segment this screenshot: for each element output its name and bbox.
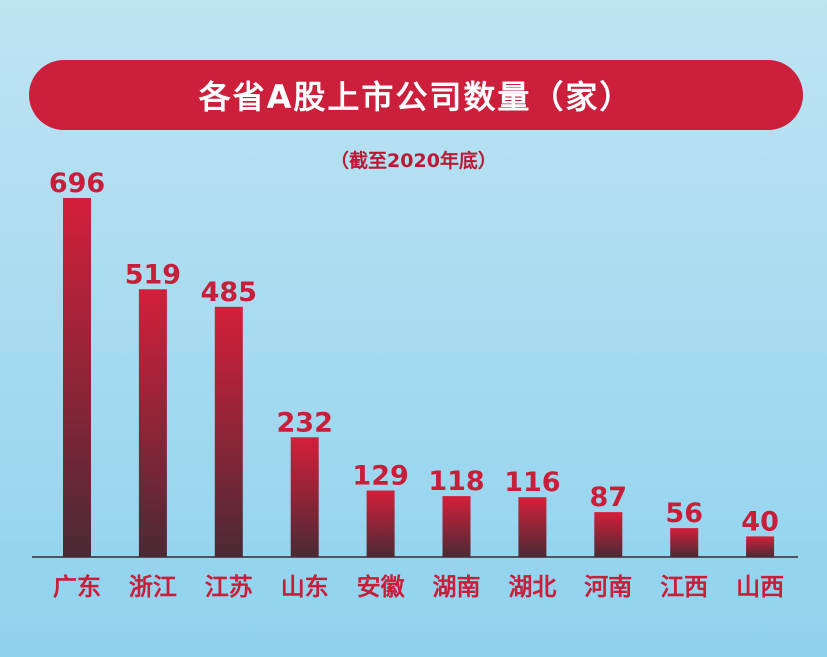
value-label-9: 40 xyxy=(741,506,779,537)
value-label-3: 232 xyxy=(277,407,333,438)
bar-7 xyxy=(594,512,623,557)
category-label-5: 湖南 xyxy=(433,573,481,601)
value-label-5: 118 xyxy=(428,466,484,497)
value-label-2: 485 xyxy=(201,277,257,308)
title-banner: 各省A股上市公司数量（家） xyxy=(29,60,803,130)
bar-2 xyxy=(214,306,243,557)
value-label-4: 129 xyxy=(352,461,408,492)
value-label-0: 696 xyxy=(49,168,105,199)
bar-9 xyxy=(746,536,775,557)
category-label-1: 浙江 xyxy=(129,573,177,601)
bar-1 xyxy=(138,289,167,557)
category-label-0: 广东 xyxy=(53,573,101,601)
value-label-7: 87 xyxy=(590,482,628,513)
category-label-3: 山东 xyxy=(281,573,329,601)
bar-4 xyxy=(366,490,395,557)
value-label-6: 116 xyxy=(504,467,560,498)
chart-title: 各省A股上市公司数量（家） xyxy=(198,78,634,116)
category-label-7: 河南 xyxy=(584,573,632,601)
category-label-6: 湖北 xyxy=(508,573,556,601)
value-label-8: 56 xyxy=(665,498,703,529)
category-label-8: 江西 xyxy=(660,573,708,601)
bar-8 xyxy=(670,528,699,557)
bar-6 xyxy=(518,497,547,557)
bar-3 xyxy=(290,437,319,557)
category-label-4: 安徽 xyxy=(357,573,406,601)
chart-subtitle: （截至2020年底） xyxy=(330,150,497,172)
bar-0 xyxy=(63,198,91,557)
bar-5 xyxy=(442,496,471,557)
category-label-9: 山西 xyxy=(736,573,784,601)
category-label-2: 江苏 xyxy=(205,573,253,601)
value-label-1: 519 xyxy=(125,259,181,290)
